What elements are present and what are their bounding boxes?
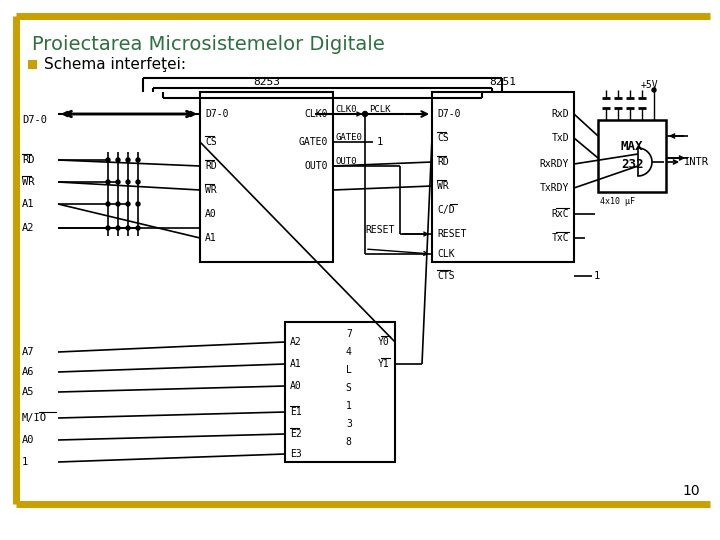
Text: RD: RD [437, 157, 449, 167]
Circle shape [106, 202, 110, 206]
Circle shape [116, 202, 120, 206]
Text: C/D: C/D [437, 205, 454, 215]
Text: WR: WR [205, 185, 217, 195]
Text: A0: A0 [290, 381, 302, 391]
Text: CS: CS [205, 137, 217, 147]
Text: E1: E1 [290, 407, 302, 417]
Text: Proiectarea Microsistemelor Digitale: Proiectarea Microsistemelor Digitale [32, 35, 384, 54]
Text: 4x10 μF: 4x10 μF [600, 198, 635, 206]
Circle shape [136, 226, 140, 230]
Text: D7-0: D7-0 [205, 109, 228, 119]
Text: TxD: TxD [552, 133, 569, 143]
Text: L: L [346, 365, 352, 375]
Circle shape [126, 202, 130, 206]
Text: 4: 4 [346, 347, 352, 357]
Text: WR: WR [22, 177, 35, 187]
Circle shape [116, 180, 120, 184]
Circle shape [116, 158, 120, 162]
Text: 7: 7 [346, 329, 352, 339]
Circle shape [106, 226, 110, 230]
Text: CLK0: CLK0 [335, 105, 356, 114]
Text: INTR: INTR [684, 157, 709, 167]
Text: A6: A6 [22, 367, 35, 377]
Text: 1: 1 [594, 271, 600, 281]
Circle shape [126, 158, 130, 162]
Text: D7-0: D7-0 [437, 109, 461, 119]
Text: 1: 1 [22, 457, 28, 467]
Text: 8: 8 [346, 437, 352, 447]
Text: Schema interfeţei:: Schema interfeţei: [44, 57, 186, 72]
Bar [285, 322, 395, 462]
Circle shape [136, 180, 140, 184]
Circle shape [116, 226, 120, 230]
Circle shape [652, 88, 656, 92]
Text: 8253: 8253 [253, 77, 280, 87]
Text: Y1: Y1 [378, 359, 390, 369]
Text: E2: E2 [290, 429, 302, 439]
Text: A1: A1 [290, 359, 302, 369]
Text: RxD: RxD [552, 109, 569, 119]
Text: +5V: +5V [640, 80, 658, 90]
Text: PCLK: PCLK [369, 105, 390, 114]
Bar [200, 92, 333, 262]
Circle shape [106, 180, 110, 184]
Text: OUT0: OUT0 [335, 158, 356, 166]
Text: A2: A2 [22, 223, 35, 233]
Text: RD: RD [205, 161, 217, 171]
Circle shape [136, 158, 140, 162]
Text: M/IO: M/IO [22, 413, 47, 423]
Text: CLK: CLK [437, 249, 454, 259]
Text: TxRDY: TxRDY [539, 183, 569, 193]
Circle shape [126, 226, 130, 230]
Bar [432, 92, 574, 262]
Text: RESET: RESET [365, 225, 395, 235]
Text: 1: 1 [377, 137, 383, 147]
Text: 1: 1 [346, 401, 352, 411]
Text: RxC: RxC [552, 209, 569, 219]
Text: CLK0: CLK0 [305, 109, 328, 119]
Bar [598, 120, 666, 192]
Circle shape [136, 202, 140, 206]
Text: RxRDY: RxRDY [539, 159, 569, 169]
Circle shape [106, 158, 110, 162]
Text: OUT0: OUT0 [305, 161, 328, 171]
Text: 3: 3 [346, 419, 352, 429]
Text: CTS: CTS [437, 271, 454, 281]
Circle shape [362, 111, 367, 117]
Text: 8251: 8251 [490, 77, 516, 87]
Text: RESET: RESET [437, 229, 467, 239]
Text: WR: WR [437, 181, 449, 191]
Text: Y0: Y0 [378, 337, 390, 347]
Text: A7: A7 [22, 347, 35, 357]
Text: S: S [346, 383, 352, 393]
Bar [28, 60, 37, 69]
Text: A0: A0 [205, 209, 217, 219]
Text: A1: A1 [205, 233, 217, 243]
Text: A1: A1 [22, 199, 35, 209]
Text: D7-0: D7-0 [22, 115, 47, 125]
Circle shape [126, 180, 130, 184]
Text: A2: A2 [290, 337, 302, 347]
Text: A0: A0 [22, 435, 35, 445]
Text: 10: 10 [683, 484, 700, 498]
Text: GATE0: GATE0 [299, 137, 328, 147]
Text: GATE0: GATE0 [335, 133, 362, 143]
Text: A5: A5 [22, 387, 35, 397]
Text: 232: 232 [621, 159, 643, 172]
Text: E3: E3 [290, 449, 302, 459]
Text: TxC: TxC [552, 233, 569, 243]
Text: RD: RD [22, 155, 35, 165]
Text: MAX: MAX [621, 140, 643, 153]
Text: CS: CS [437, 133, 449, 143]
